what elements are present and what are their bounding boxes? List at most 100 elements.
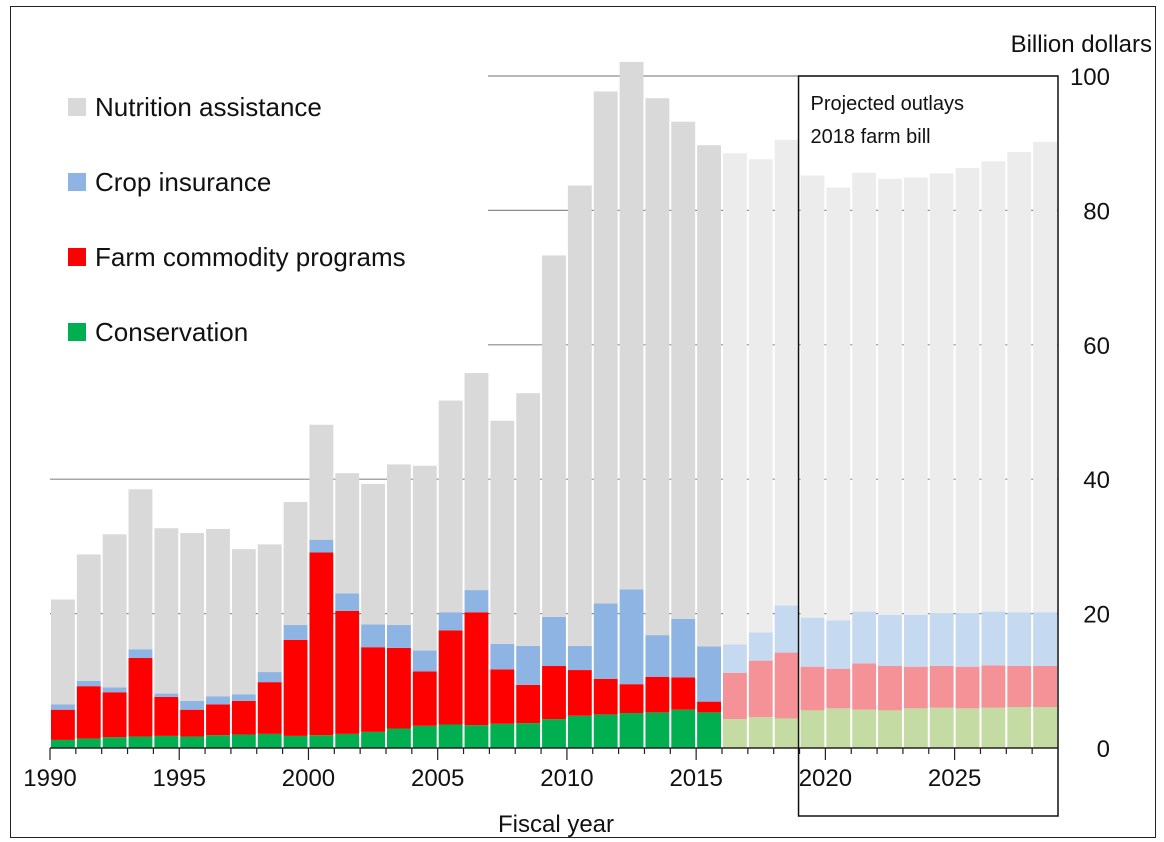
bar-crop-insurance-2002 [361, 624, 385, 648]
bar-nutrition-assistance-2002 [361, 483, 385, 625]
bar-crop-insurance-1999 [283, 625, 308, 640]
projection-outline [797, 75, 1059, 817]
bar-farm-commodity-programs-2006 [464, 612, 489, 726]
bar-conservation-2022 [878, 710, 902, 748]
bar-nutrition-assistance-2021 [852, 172, 877, 612]
x-tick-label-2015: 2015 [669, 765, 722, 792]
bar-crop-insurance-2025 [955, 612, 980, 667]
x-tick-label-2020: 2020 [799, 765, 852, 792]
projection-box: Projected outlays 2018 farm bill [797, 75, 1059, 817]
bar-farm-commodity-programs-2017 [748, 660, 773, 718]
bar-nutrition-assistance-2015 [697, 145, 721, 647]
bar-crop-insurance-2018 [774, 605, 799, 653]
bar-farm-commodity-programs-2011 [593, 678, 618, 715]
bar-nutrition-assistance-2025 [955, 168, 980, 613]
bar-farm-commodity-programs-2021 [852, 663, 877, 710]
bar-farm-commodity-programs-2026 [981, 665, 1006, 708]
legend-swatch-farm-commodity-programs [68, 248, 86, 266]
x-tick-label-1995: 1995 [153, 765, 206, 792]
y-tick-label-20: 20 [1083, 602, 1110, 629]
bar-crop-insurance-2004 [412, 650, 437, 672]
bar-farm-commodity-programs-2009 [542, 666, 566, 720]
bar-crop-insurance-2016 [723, 644, 747, 673]
bar-nutrition-assistance-2003 [387, 464, 411, 626]
bar-nutrition-assistance-2005 [438, 400, 463, 613]
bar-nutrition-assistance-2007 [490, 420, 515, 644]
legend-label-conservation: Conservation [95, 317, 248, 347]
bar-conservation-2007 [490, 723, 515, 748]
bar-crop-insurance-2027 [1007, 612, 1032, 667]
bar-nutrition-assistance-2011 [593, 91, 618, 604]
bar-conservation-1990 [51, 739, 75, 748]
bar-farm-commodity-programs-2012 [619, 684, 644, 714]
bar-crop-insurance-2022 [878, 614, 902, 667]
bar-farm-commodity-programs-2001 [335, 610, 360, 734]
bar-conservation-2025 [955, 708, 980, 748]
bar-nutrition-assistance-1991 [76, 554, 101, 681]
bar-nutrition-assistance-1996 [206, 528, 230, 697]
bar-conservation-2021 [852, 709, 877, 748]
bar-crop-insurance-2000 [309, 539, 334, 553]
bar-farm-commodity-programs-1994 [154, 696, 179, 736]
bar-farm-commodity-programs-2008 [516, 684, 541, 724]
bar-farm-commodity-programs-2013 [645, 676, 670, 713]
bar-conservation-1998 [257, 733, 282, 748]
bar-crop-insurance-2020 [826, 620, 851, 669]
bar-crop-insurance-2023 [903, 614, 928, 667]
bar-crop-insurance-2009 [542, 616, 566, 667]
bar-crop-insurance-2013 [645, 635, 670, 677]
bar-farm-commodity-programs-2016 [723, 672, 747, 720]
bar-nutrition-assistance-2018 [774, 139, 799, 606]
bar-conservation-2017 [748, 717, 773, 748]
bar-nutrition-assistance-1997 [231, 549, 256, 695]
bar-nutrition-assistance-2027 [1007, 151, 1032, 613]
bar-crop-insurance-2024 [929, 612, 954, 667]
bar-crop-insurance-2021 [852, 611, 877, 664]
bar-farm-commodity-programs-1995 [180, 709, 205, 737]
legend-swatch-conservation [68, 323, 86, 341]
bar-crop-insurance-2028 [1033, 612, 1057, 667]
bar-crop-insurance-2014 [671, 618, 696, 678]
bar-farm-commodity-programs-2014 [671, 677, 696, 710]
bar-nutrition-assistance-2019 [800, 175, 825, 618]
bar-farm-commodity-programs-2005 [438, 630, 463, 725]
bar-farm-commodity-programs-2022 [878, 666, 902, 711]
bar-farm-commodity-programs-1991 [76, 686, 101, 739]
bar-farm-commodity-programs-2003 [387, 647, 411, 729]
bar-conservation-2006 [464, 725, 489, 748]
bar-conservation-2020 [826, 708, 851, 748]
bar-conservation-2018 [774, 718, 799, 748]
bar-nutrition-assistance-2026 [981, 161, 1006, 612]
x-tick-label-2000: 2000 [282, 765, 335, 792]
bar-crop-insurance-1992 [102, 687, 127, 693]
bar-crop-insurance-1993 [128, 649, 153, 658]
bar-farm-commodity-programs-2010 [567, 670, 592, 716]
y-tick-label-80: 80 [1083, 198, 1110, 225]
bar-conservation-1995 [180, 736, 205, 748]
bar-crop-insurance-1990 [51, 704, 75, 710]
bar-conservation-2019 [800, 710, 825, 748]
bar-conservation-2009 [542, 719, 566, 748]
legend-label-crop-insurance: Crop insurance [95, 167, 271, 197]
bar-nutrition-assistance-2008 [516, 393, 541, 646]
bar-crop-insurance-2010 [567, 645, 592, 671]
bar-farm-commodity-programs-2018 [774, 652, 799, 719]
bar-farm-commodity-programs-2004 [412, 671, 437, 726]
bar-crop-insurance-2012 [619, 589, 644, 685]
bar-crop-insurance-2019 [800, 617, 825, 667]
bar-conservation-2016 [723, 719, 747, 748]
bar-conservation-2026 [981, 707, 1006, 748]
bar-farm-commodity-programs-1992 [102, 692, 127, 738]
legend-background [12, 68, 488, 368]
legend: Nutrition assistance Crop insurance Farm c… [12, 68, 488, 368]
projection-note-line-2: 2018 farm bill [811, 126, 931, 148]
x-axis-title: Fiscal year [498, 811, 614, 838]
bar-nutrition-assistance-2016 [723, 153, 747, 645]
y-tick-label-60: 60 [1083, 333, 1110, 360]
bar-stacks [51, 61, 1057, 748]
bar-nutrition-assistance-2014 [671, 121, 696, 619]
bar-farm-commodity-programs-1993 [128, 657, 153, 737]
bar-nutrition-assistance-2028 [1033, 141, 1057, 613]
bar-nutrition-assistance-2024 [929, 173, 954, 613]
